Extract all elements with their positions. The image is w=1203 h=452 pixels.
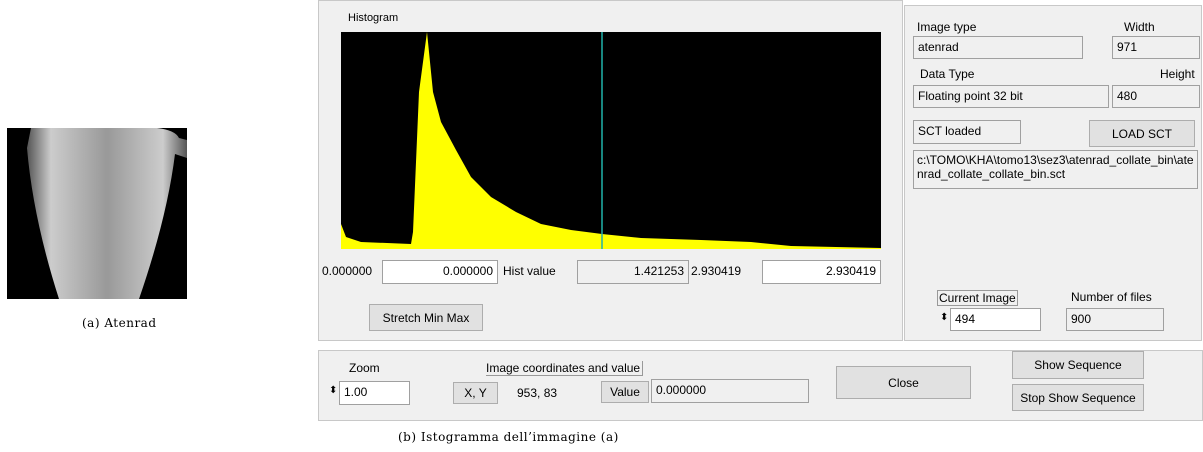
button[interactable]: Show Sequence [1012,351,1144,379]
histogram-plot [341,32,881,249]
zoom-field[interactable]: 1.00 [339,381,410,405]
caption: (b) Istogramma dell’immagine (a) [398,430,619,444]
button[interactable]: Value [601,381,649,403]
label: 2.930419 [691,264,741,278]
caption: (a) Atenrad [82,316,157,330]
label: 0.000000 [322,264,372,278]
page: (a) Atenrad Histogram 0.000000 0.000000 … [0,0,1203,452]
label: Height [1160,67,1195,81]
field: 480 [1112,85,1200,108]
label: Data Type [920,67,974,81]
max-field[interactable]: 2.930419 [762,260,881,284]
current-image-field[interactable]: 494 [950,308,1041,331]
spinner-arrows[interactable]: ⬍ [940,312,948,323]
label: Width [1124,20,1155,34]
min-field[interactable]: 0.000000 [382,260,498,284]
label: Image coordinates and value [486,361,643,376]
button[interactable]: Close [836,366,971,399]
hist-value-field: 1.421253 [577,260,689,284]
field: 900 [1066,308,1164,331]
field: 971 [1112,36,1200,59]
label: Histogram [348,12,398,24]
label: Image type [917,20,976,34]
button[interactable]: Stop Show Sequence [1012,384,1144,411]
button[interactable]: LOAD SCT [1089,120,1195,147]
label: Current Image [937,290,1018,306]
label: Number of files [1071,290,1152,304]
coords: 953, 83 [517,386,557,400]
path-field: c:\TOMO\KHA\tomo13\sez3\atenrad_collate_… [913,150,1198,189]
value-field: 0.000000 [651,379,809,403]
button[interactable]: Stretch Min Max [369,304,483,331]
field: atenrad [913,36,1083,59]
spinner-arrows[interactable]: ⬍ [329,385,337,396]
field: Floating point 32 bit [913,85,1109,108]
label: Zoom [349,361,380,375]
label: Hist value [503,264,556,278]
status: SCT loaded [913,120,1021,144]
button[interactable]: X, Y [453,382,498,404]
atenrad-image [7,128,187,299]
